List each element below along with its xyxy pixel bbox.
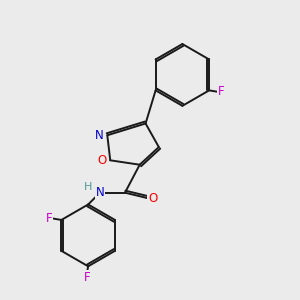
Text: N: N: [95, 129, 103, 142]
Text: O: O: [148, 192, 158, 205]
Text: F: F: [46, 212, 52, 225]
Text: H: H: [84, 182, 92, 192]
Text: F: F: [218, 85, 225, 98]
Text: N: N: [96, 186, 104, 199]
Text: O: O: [98, 154, 106, 167]
Text: F: F: [83, 271, 90, 284]
